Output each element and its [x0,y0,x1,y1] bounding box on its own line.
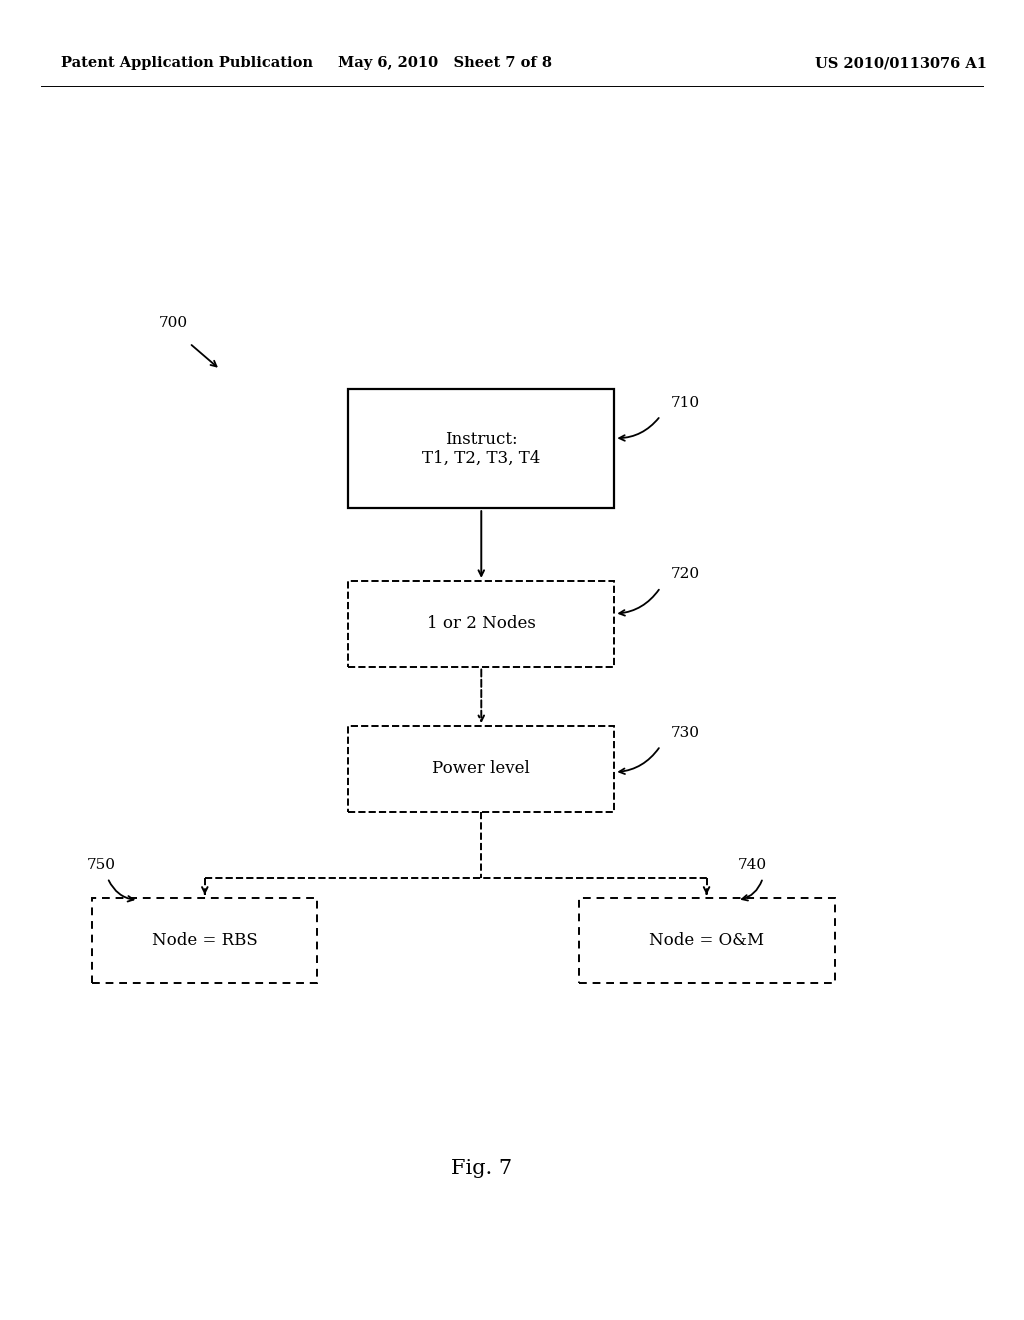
Bar [348,726,614,812]
Text: May 6, 2010   Sheet 7 of 8: May 6, 2010 Sheet 7 of 8 [339,57,552,70]
Bar [348,389,614,508]
Bar [348,581,614,667]
Text: 740: 740 [737,858,766,871]
Text: US 2010/0113076 A1: US 2010/0113076 A1 [815,57,987,70]
Text: Patent Application Publication: Patent Application Publication [61,57,313,70]
Text: Instruct:
T1, T2, T3, T4: Instruct: T1, T2, T3, T4 [422,430,541,467]
Text: 700: 700 [159,317,187,330]
Bar [579,898,835,983]
Text: 730: 730 [671,726,699,739]
Text: Node = RBS: Node = RBS [152,932,258,949]
Text: Node = O&M: Node = O&M [649,932,764,949]
Text: 720: 720 [671,568,699,581]
Text: Fig. 7: Fig. 7 [451,1159,512,1177]
Text: 1 or 2 Nodes: 1 or 2 Nodes [427,615,536,632]
Text: 710: 710 [671,396,699,409]
Text: Power level: Power level [432,760,530,777]
Bar [92,898,317,983]
Text: 750: 750 [87,858,116,871]
